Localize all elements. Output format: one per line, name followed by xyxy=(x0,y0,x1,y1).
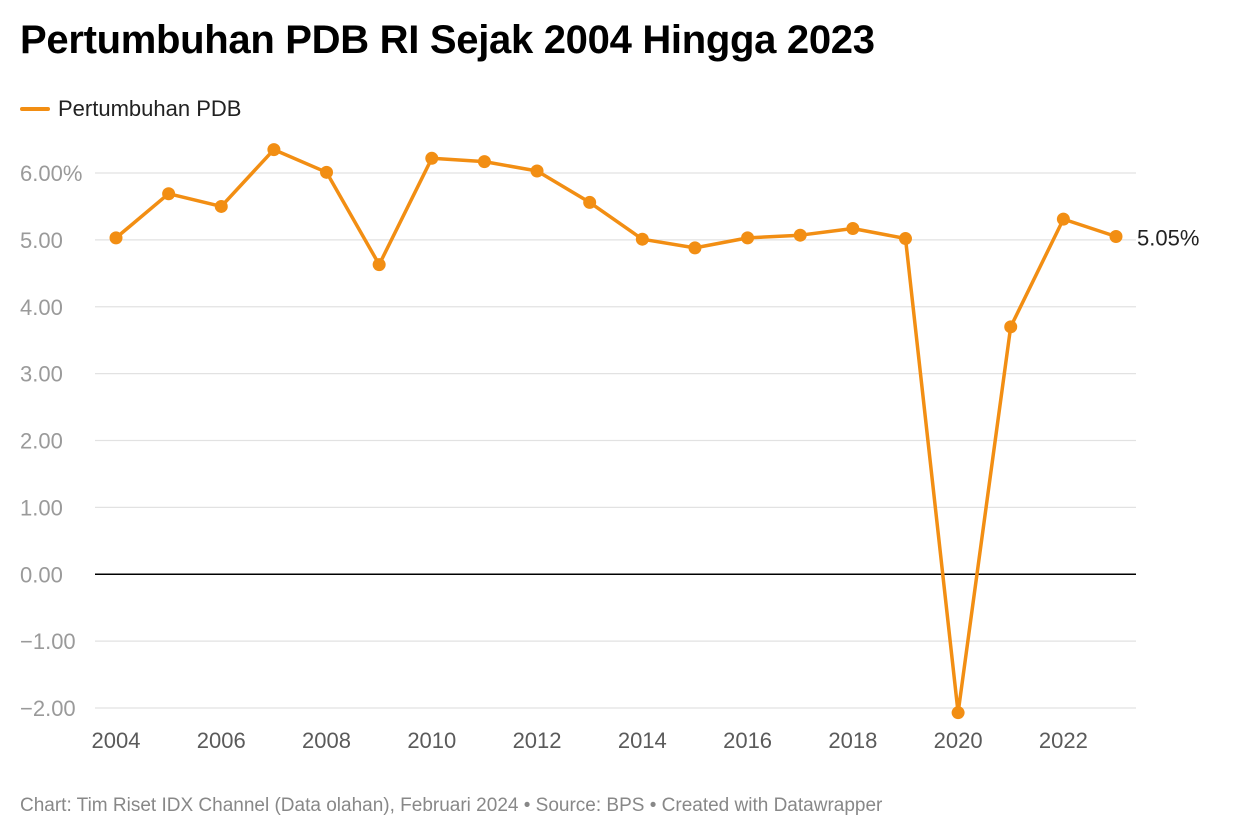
x-tick-label: 2008 xyxy=(302,728,351,753)
data-point xyxy=(793,228,807,242)
data-point xyxy=(1004,320,1018,334)
y-tick-label: 4.00 xyxy=(20,295,63,320)
legend-label: Pertumbuhan PDB xyxy=(58,96,242,121)
x-tick-label: 2020 xyxy=(934,728,983,753)
y-tick-label: −1.00 xyxy=(20,629,76,654)
x-tick-label: 2012 xyxy=(513,728,562,753)
end-value-label: 5.05% xyxy=(1137,226,1199,251)
x-tick-label: 2010 xyxy=(407,728,456,753)
data-point xyxy=(741,231,755,245)
data-point xyxy=(320,165,334,179)
data-point xyxy=(372,258,386,272)
x-tick-label: 2014 xyxy=(618,728,667,753)
x-tick-label: 2006 xyxy=(197,728,246,753)
data-point xyxy=(425,151,439,165)
y-tick-label: 3.00 xyxy=(20,362,63,387)
y-tick-label: 5.00 xyxy=(20,228,63,253)
data-point xyxy=(688,241,702,255)
data-point xyxy=(846,222,860,236)
chart-title: Pertumbuhan PDB RI Sejak 2004 Hingga 202… xyxy=(20,18,875,62)
data-point xyxy=(109,231,123,245)
data-point xyxy=(583,195,597,209)
x-tick-label: 2022 xyxy=(1039,728,1088,753)
chart-footer: Chart: Tim Riset IDX Channel (Data olaha… xyxy=(20,795,883,816)
y-tick-label: 0.00 xyxy=(20,562,63,587)
data-point xyxy=(1109,230,1123,244)
data-point xyxy=(162,187,176,201)
data-point xyxy=(635,232,649,246)
y-tick-label: 6.00% xyxy=(20,161,82,186)
y-tick-label: −2.00 xyxy=(20,696,76,721)
data-point xyxy=(1056,212,1070,226)
x-tick-label: 2018 xyxy=(828,728,877,753)
data-point xyxy=(214,199,228,213)
data-point xyxy=(477,155,491,169)
data-point xyxy=(898,232,912,246)
data-point xyxy=(530,164,544,178)
y-tick-label: 2.00 xyxy=(20,429,63,454)
data-point xyxy=(951,706,965,720)
x-tick-label: 2016 xyxy=(723,728,772,753)
y-tick-label: 1.00 xyxy=(20,495,63,520)
series-line xyxy=(114,147,1118,715)
legend-swatch xyxy=(20,107,50,111)
data-point xyxy=(267,143,281,157)
legend: Pertumbuhan PDB xyxy=(20,96,241,122)
x-tick-label: 2004 xyxy=(92,728,141,753)
